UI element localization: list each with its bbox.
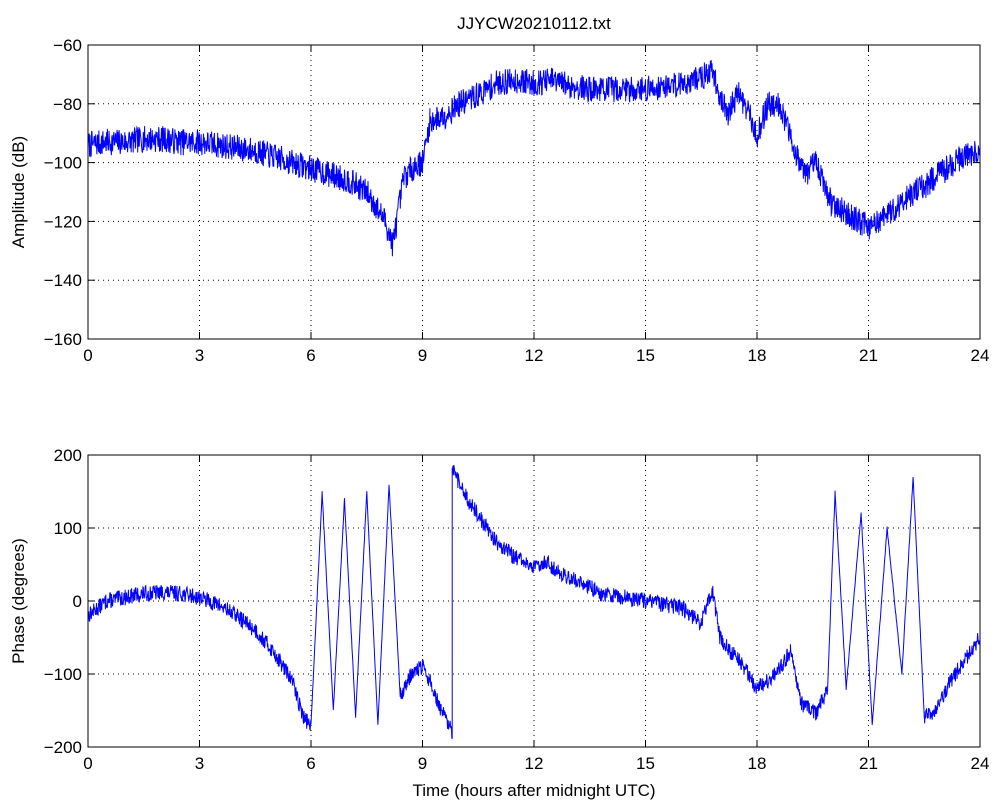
phase-x-axis-label: Time (hours after midnight UTC) — [412, 781, 655, 800]
amplitude-x-tick-label: 21 — [859, 346, 878, 365]
amplitude-panel: JJYCW20210112.txt 0 3 6 9 12 15 18 21 24 −60 −80 −1… — [9, 14, 989, 365]
phase-series — [87, 464, 981, 740]
phase-y-tick-label: 100 — [54, 519, 82, 538]
phase-y-tick-label: −200 — [44, 738, 82, 757]
amplitude-x-tick-label: 0 — [83, 346, 92, 365]
phase-panel: 0 3 6 9 12 15 18 21 24 200 100 0 −100 −200 Phase (deg… — [9, 446, 989, 800]
phase-y-tick-label: −100 — [44, 665, 82, 684]
amplitude-y-tick-label: −80 — [53, 95, 82, 114]
phase-x-tick-label: 0 — [83, 754, 92, 773]
phase-y-tick-label: 0 — [73, 592, 82, 611]
amplitude-x-tick-label: 9 — [418, 346, 427, 365]
phase-x-tick-label: 18 — [748, 754, 767, 773]
amplitude-y-tick-label: −60 — [53, 36, 82, 55]
amplitude-y-tick-label: −100 — [44, 154, 82, 173]
phase-x-tick-label: 15 — [636, 754, 655, 773]
chart-title: JJYCW20210112.txt — [457, 14, 611, 33]
amplitude-grid — [88, 45, 980, 339]
phase-x-tick-label: 9 — [418, 754, 427, 773]
phase-x-tick-label: 12 — [525, 754, 544, 773]
phase-x-tick-label: 3 — [195, 754, 204, 773]
amplitude-y-tick-label: −120 — [44, 212, 82, 231]
phase-x-tick-label: 24 — [971, 754, 990, 773]
amplitude-x-tick-label: 24 — [971, 346, 990, 365]
phase-y-tick-label: 200 — [54, 446, 82, 465]
phase-y-axis-label: Phase (degrees) — [9, 538, 28, 664]
phase-x-tick-label: 21 — [859, 754, 878, 773]
amplitude-y-axis-label: Amplitude (dB) — [9, 136, 28, 248]
amplitude-x-tick-label: 18 — [748, 346, 767, 365]
amplitude-x-tick-label: 12 — [525, 346, 544, 365]
amplitude-x-tick-label: 3 — [195, 346, 204, 365]
phase-ticks: 0 3 6 9 12 15 18 21 24 200 100 0 −100 −200 — [44, 446, 990, 773]
amplitude-x-tick-label: 15 — [636, 346, 655, 365]
phase-x-tick-label: 6 — [306, 754, 315, 773]
amplitude-series — [87, 60, 981, 257]
amplitude-y-tick-label: −140 — [44, 271, 82, 290]
amplitude-series-line — [87, 60, 981, 257]
phase-series-line — [87, 464, 981, 740]
amplitude-y-tick-label: −160 — [44, 330, 82, 349]
amplitude-ticks: 0 3 6 9 12 15 18 21 24 −60 −80 −100 −120 −140 −160 — [44, 36, 990, 365]
amplitude-x-tick-label: 6 — [306, 346, 315, 365]
